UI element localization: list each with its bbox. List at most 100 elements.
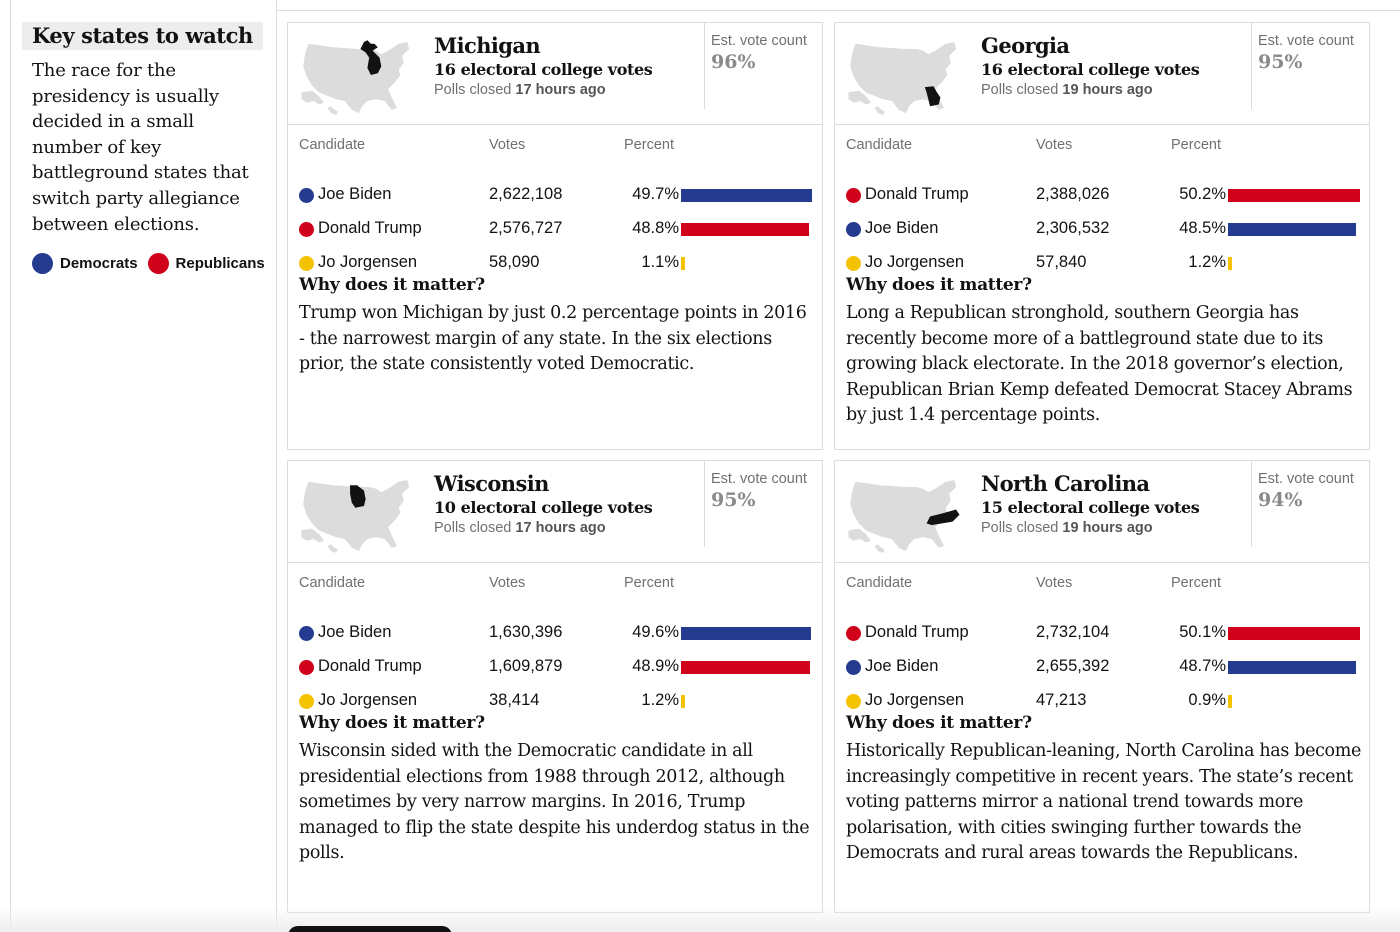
vote-share-bar	[681, 257, 685, 270]
vote-share-bar	[1228, 627, 1360, 640]
candidate-row: Jo Jorgensen 47,213 0.9%	[835, 689, 1371, 713]
vote-share-bar-track	[1228, 223, 1360, 236]
sidebar-description: The race for the presidency is usually d…	[32, 60, 249, 235]
polls-closed: Polls closed 19 hours ago	[981, 82, 1153, 98]
party-dot-icon	[846, 626, 861, 641]
vote-share-bar-track	[681, 257, 813, 270]
candidate-votes: 47,213	[1036, 691, 1087, 709]
vote-share-bar-track	[681, 695, 813, 708]
vote-share-bar-track	[1228, 189, 1360, 202]
vote-share-bar	[1228, 189, 1360, 202]
column-divider	[276, 0, 277, 932]
party-dot-icon	[299, 188, 314, 203]
candidate-name: Joe Biden	[318, 185, 392, 203]
candidate-votes: 1,609,879	[489, 657, 563, 675]
candidate-name: Jo Jorgensen	[318, 253, 418, 271]
legend-republicans: Republicans	[147, 253, 265, 275]
column-header-candidate: Candidate	[846, 137, 913, 153]
legend-label: Republicans	[175, 255, 265, 273]
candidate-votes: 2,306,532	[1036, 219, 1110, 237]
vote-share-bar	[681, 223, 809, 236]
vote-share-bar	[681, 627, 811, 640]
est-vote-count: Est. vote count 95%	[1251, 23, 1371, 109]
candidate-name: Joe Biden	[865, 657, 939, 675]
vote-share-bar-track	[1228, 695, 1360, 708]
vote-share-bar	[681, 661, 810, 674]
party-dot-icon	[846, 188, 861, 203]
candidate-votes: 38,414	[489, 691, 540, 709]
vote-share-bar-track	[681, 223, 813, 236]
candidate-percent: 1.2%	[1188, 253, 1226, 271]
candidate-percent: 48.9%	[632, 657, 679, 675]
candidate-row: Jo Jorgensen 58,090 1.1%	[288, 251, 824, 275]
candidate-percent: 48.8%	[632, 219, 679, 237]
party-dot-icon	[299, 256, 314, 271]
polls-closed-time: 17 hours ago	[515, 82, 606, 98]
state-card: Michigan 16 electoral college votes Polls …	[287, 22, 823, 450]
vote-share-bar-track	[681, 627, 813, 640]
candidate-name: Donald Trump	[865, 623, 969, 641]
candidate-name: Jo Jorgensen	[865, 691, 965, 709]
party-dot-icon	[846, 256, 861, 271]
candidate-name: Jo Jorgensen	[318, 691, 418, 709]
electoral-votes: 15 electoral college votes	[981, 498, 1200, 517]
candidate-votes: 2,388,026	[1036, 185, 1110, 203]
card-header: Wisconsin 10 electoral college votes Polls…	[288, 461, 822, 563]
party-dot-icon	[299, 626, 314, 641]
party-dot-icon	[846, 222, 861, 237]
more-button[interactable]	[288, 926, 452, 932]
candidate-percent: 1.1%	[641, 253, 679, 271]
why-it-matters-title: Why does it matter?	[299, 713, 485, 733]
candidate-row: Jo Jorgensen 57,840 1.2%	[835, 251, 1371, 275]
polls-closed: Polls closed 19 hours ago	[981, 520, 1153, 536]
left-divider	[10, 0, 11, 932]
est-vote-count: Est. vote count 94%	[1251, 461, 1371, 547]
candidate-row: Donald Trump 2,388,026 50.2%	[835, 183, 1371, 207]
card-header: North Carolina 15 electoral college votes…	[835, 461, 1369, 563]
candidate-votes: 2,576,727	[489, 219, 563, 237]
column-header-votes: Votes	[1036, 575, 1073, 591]
why-it-matters-title: Why does it matter?	[846, 275, 1032, 295]
candidate-percent: 50.1%	[1179, 623, 1226, 641]
us-map-north-carolina-icon	[848, 480, 960, 553]
candidate-votes: 2,732,104	[1036, 623, 1110, 641]
candidate-percent: 49.6%	[632, 623, 679, 641]
est-vote-count-value: 94%	[1258, 489, 1303, 511]
party-legend: Democrats Republicans	[22, 253, 268, 275]
candidate-row: Donald Trump 2,576,727 48.8%	[288, 217, 824, 241]
card-header: Michigan 16 electoral college votes Polls …	[288, 23, 822, 125]
column-header-percent: Percent	[624, 137, 674, 153]
candidate-row: Joe Biden 2,655,392 48.7%	[835, 655, 1371, 679]
vote-share-bar	[681, 189, 812, 202]
candidate-percent: 48.7%	[1179, 657, 1226, 675]
sidebar: Key states to watch The race for the pre…	[22, 22, 268, 275]
est-vote-count-value: 96%	[711, 51, 756, 73]
vote-share-bar	[681, 695, 685, 708]
column-header-votes: Votes	[489, 575, 526, 591]
polls-closed-time: 19 hours ago	[1062, 82, 1153, 98]
candidate-votes: 2,655,392	[1036, 657, 1110, 675]
state-name: Michigan	[434, 33, 541, 58]
polls-closed-time: 19 hours ago	[1062, 520, 1153, 536]
polls-closed-time: 17 hours ago	[515, 520, 606, 536]
candidate-percent: 0.9%	[1188, 691, 1226, 709]
polls-closed: Polls closed 17 hours ago	[434, 82, 606, 98]
candidate-percent: 48.5%	[1179, 219, 1226, 237]
vote-share-bar-track	[1228, 661, 1360, 674]
electoral-votes: 16 electoral college votes	[981, 60, 1200, 79]
column-header-percent: Percent	[624, 575, 674, 591]
why-it-matters-text: Wisconsin sided with the Democratic cand…	[299, 741, 810, 864]
vote-share-bar	[1228, 695, 1232, 708]
state-card: North Carolina 15 electoral college votes…	[834, 460, 1370, 913]
why-it-matters-text: Historically Republican-leaning, North C…	[846, 741, 1361, 864]
vote-share-bar	[1228, 223, 1356, 236]
us-map-michigan-icon	[301, 40, 410, 115]
polls-closed: Polls closed 17 hours ago	[434, 520, 606, 536]
candidate-row: Jo Jorgensen 38,414 1.2%	[288, 689, 824, 713]
vote-share-bar-track	[1228, 627, 1360, 640]
candidate-name: Joe Biden	[865, 219, 939, 237]
party-dot-icon	[299, 694, 314, 709]
est-vote-count-label: Est. vote count	[711, 471, 807, 487]
party-dot-icon	[299, 222, 314, 237]
why-it-matters-text: Trump won Michigan by just 0.2 percentag…	[299, 303, 807, 375]
